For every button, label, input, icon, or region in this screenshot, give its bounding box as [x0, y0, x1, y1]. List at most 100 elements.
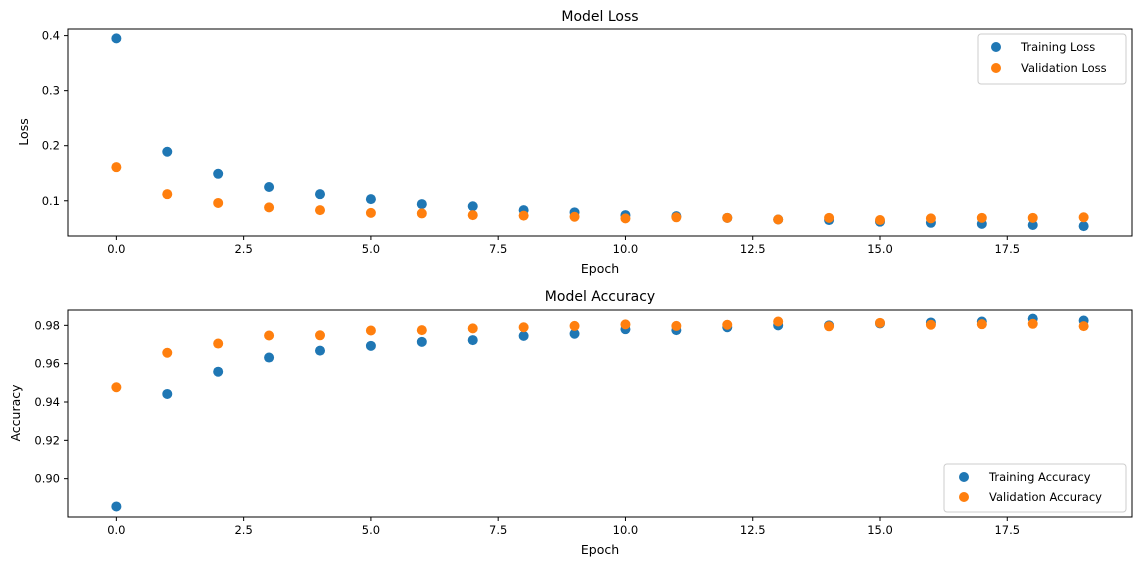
accuracy-x-tick-label: 17.5 [994, 523, 1020, 537]
loss-x-tick-label: 0.0 [107, 242, 125, 256]
accuracy-y-tick-label: 0.98 [34, 318, 60, 332]
accuracy-chart: Model Accuracy 0.0 2.5 5.0 7.5 10.0 12.5 15.0 1… [8, 289, 1133, 557]
accuracy-point-validation [1027, 318, 1038, 329]
loss-point-validation [875, 215, 885, 226]
accuracy-y-tick-label: 0.96 [34, 357, 60, 371]
accuracy-legend-label-training: Training Accuracy [988, 470, 1091, 484]
accuracy-point-training [467, 335, 478, 346]
accuracy-point-training [518, 330, 529, 341]
accuracy-y-tick-label: 0.92 [34, 433, 60, 447]
loss-point-validation [111, 162, 122, 173]
accuracy-point-validation [111, 382, 122, 393]
accuracy-y-tick-label: 0.94 [34, 395, 60, 409]
loss-point-training [467, 201, 478, 212]
accuracy-point-validation [976, 319, 987, 330]
accuracy-points [111, 313, 1089, 512]
accuracy-point-validation [315, 330, 325, 341]
loss-point-validation [162, 189, 173, 200]
loss-x-tick-label: 17.5 [994, 242, 1020, 256]
accuracy-point-training [315, 345, 325, 356]
accuracy-y-ticks: 0.90 0.92 0.94 0.96 0.98 [34, 318, 68, 486]
loss-point-validation [620, 213, 631, 224]
accuracy-point-training [569, 328, 580, 339]
loss-plot-area [67, 28, 1133, 237]
loss-point-validation [773, 214, 784, 225]
loss-points [111, 33, 1089, 232]
accuracy-point-validation [620, 319, 631, 330]
accuracy-point-validation [875, 317, 885, 328]
accuracy-legend-box [943, 463, 1127, 513]
accuracy-point-validation [569, 320, 580, 331]
loss-point-validation [1078, 212, 1089, 223]
accuracy-x-tick-label: 0.0 [107, 523, 125, 537]
accuracy-x-ticks: 0.0 2.5 5.0 7.5 10.0 12.5 15.0 17.5 [107, 517, 1020, 537]
accuracy-x-tick-label: 12.5 [740, 523, 766, 537]
accuracy-point-validation [773, 316, 784, 327]
loss-point-training [264, 182, 275, 193]
accuracy-point-validation [824, 321, 835, 332]
accuracy-point-validation [162, 347, 173, 358]
loss-legend-label-validation: Validation Loss [1021, 61, 1107, 75]
accuracy-y-axis-label: Accuracy [8, 384, 23, 442]
accuracy-point-validation [213, 338, 224, 349]
loss-point-training [1027, 219, 1038, 230]
loss-point-validation [467, 210, 478, 221]
loss-point-validation [213, 197, 224, 208]
accuracy-x-tick-label: 7.5 [489, 523, 507, 537]
accuracy-point-training [264, 352, 275, 363]
accuracy-point-training [416, 336, 427, 347]
loss-point-validation [365, 207, 376, 218]
loss-x-tick-label: 12.5 [740, 242, 766, 256]
loss-point-training [365, 194, 376, 205]
loss-point-validation [671, 212, 682, 223]
accuracy-point-validation [416, 325, 427, 336]
accuracy-point-validation [1078, 321, 1089, 332]
loss-y-tick-label: 0.1 [42, 194, 60, 208]
loss-x-tick-label: 15.0 [867, 242, 893, 256]
accuracy-point-validation [671, 320, 682, 331]
loss-point-validation [824, 212, 835, 223]
accuracy-point-validation [467, 323, 478, 334]
loss-legend-marker-training [991, 42, 1001, 52]
loss-point-validation [569, 211, 580, 222]
accuracy-point-validation [264, 330, 275, 341]
accuracy-point-validation [518, 322, 529, 333]
loss-point-validation [518, 210, 529, 221]
loss-point-training [213, 168, 224, 179]
loss-point-validation [264, 202, 275, 213]
loss-point-validation [416, 208, 427, 219]
loss-y-tick-label: 0.3 [42, 84, 60, 98]
accuracy-legend-marker-validation [959, 492, 969, 502]
loss-x-axis-label: Epoch [581, 261, 619, 276]
loss-point-validation [315, 205, 325, 216]
loss-point-training [315, 189, 325, 200]
loss-x-tick-label: 10.0 [613, 242, 639, 256]
loss-x-tick-label: 5.0 [362, 242, 380, 256]
accuracy-chart-title: Model Accuracy [545, 289, 655, 305]
loss-y-tick-label: 0.2 [42, 139, 60, 153]
loss-point-validation [976, 212, 987, 223]
loss-x-tick-label: 2.5 [234, 242, 252, 256]
accuracy-x-tick-label: 10.0 [613, 523, 639, 537]
loss-y-axis-label: Loss [16, 118, 31, 145]
loss-x-tick-label: 7.5 [489, 242, 507, 256]
loss-y-ticks: 0.1 0.2 0.3 0.4 [42, 29, 68, 208]
accuracy-x-tick-label: 5.0 [362, 523, 380, 537]
loss-chart: Model Loss 0.0 2.5 5.0 7.5 10.0 12.5 15.0 17.5 … [16, 9, 1133, 276]
accuracy-point-training [365, 340, 376, 351]
loss-chart-title: Model Loss [561, 9, 638, 25]
accuracy-legend-marker-training [959, 472, 969, 482]
loss-point-training [416, 199, 427, 210]
loss-x-ticks: 0.0 2.5 5.0 7.5 10.0 12.5 15.0 17.5 [107, 236, 1020, 256]
loss-point-training [1078, 221, 1089, 232]
accuracy-point-validation [722, 319, 733, 330]
accuracy-x-axis-label: Epoch [581, 542, 619, 557]
loss-point-validation [925, 213, 936, 224]
loss-point-training [162, 146, 173, 157]
loss-legend: Training Loss Validation Loss [977, 33, 1127, 85]
accuracy-point-training [213, 366, 224, 377]
loss-legend-box [977, 33, 1127, 85]
loss-point-validation [1027, 212, 1038, 223]
loss-legend-marker-validation [991, 63, 1001, 73]
